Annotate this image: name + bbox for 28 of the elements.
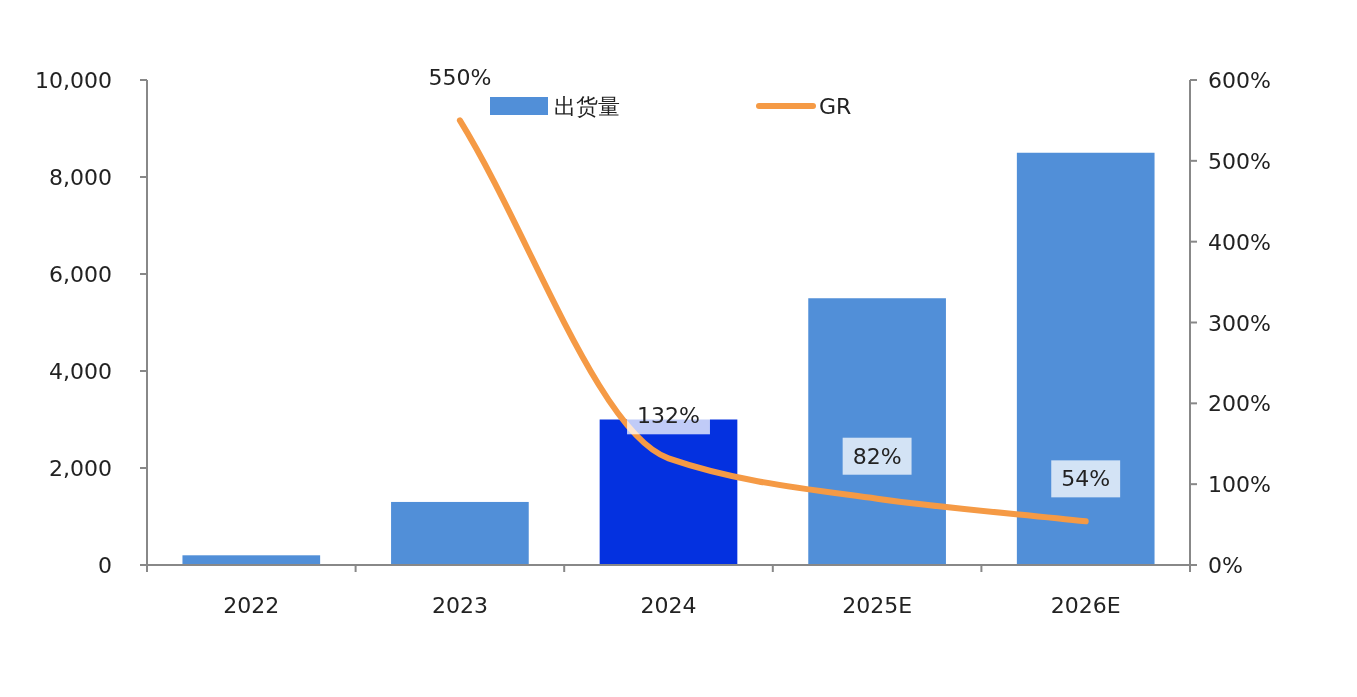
y2-tick-label: 300% — [1208, 310, 1271, 336]
data-label: 550% — [428, 65, 492, 91]
legend-label: GR — [819, 94, 852, 119]
y2-tick-label: 500% — [1208, 148, 1271, 174]
y-tick-label: 2,000 — [49, 456, 112, 481]
x-tick-label: 2026E — [1050, 593, 1121, 618]
x-tick-label: 2025E — [842, 593, 913, 618]
y2-tick-label: 600% — [1208, 68, 1271, 93]
bar — [1016, 152, 1155, 565]
data-label: 132% — [637, 403, 700, 429]
bar — [182, 555, 321, 565]
y-tick-label: 0 — [98, 553, 112, 578]
y2-tick-label: 0% — [1208, 553, 1243, 578]
y2-tick-label: 200% — [1208, 391, 1271, 417]
y2-tick-label: 100% — [1208, 472, 1271, 498]
y-tick-label: 6,000 — [49, 262, 112, 287]
bar — [808, 298, 946, 565]
y-tick-label: 8,000 — [49, 165, 112, 190]
y2-tick-label: 400% — [1208, 229, 1271, 255]
data-label: 54% — [1061, 466, 1111, 492]
x-tick-label: 2022 — [223, 593, 280, 618]
legend-label: 出货量 — [554, 94, 620, 119]
y-tick-label: 4,000 — [49, 359, 112, 384]
x-tick-label: 2023 — [431, 593, 488, 618]
y-tick-label: 10,000 — [35, 68, 112, 93]
bar — [391, 501, 529, 565]
data-label: 82% — [852, 443, 902, 469]
x-tick-label: 2024 — [640, 593, 697, 618]
